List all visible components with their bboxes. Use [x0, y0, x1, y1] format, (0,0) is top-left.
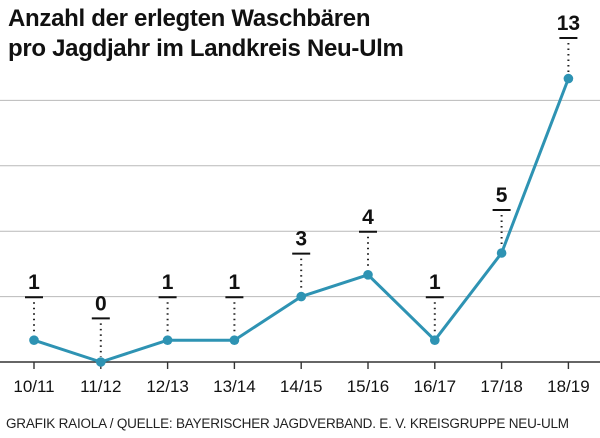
- data-point: [430, 335, 440, 346]
- data-point: [96, 357, 106, 367]
- data-label: 0: [95, 292, 107, 315]
- data-point: [563, 73, 574, 84]
- data-label: 3: [295, 228, 307, 251]
- series-line: [32, 77, 570, 364]
- grid-lines: [0, 99, 600, 298]
- x-tick-label: 14/15: [280, 377, 323, 396]
- x-tick-label: 12/13: [146, 377, 189, 396]
- x-tick-labels: 10/11 11/12 12/13 13/14 14/15 15/16 16/17 17/18…: [13, 377, 589, 396]
- data-point: [363, 270, 373, 280]
- x-tick-label: 15/16: [347, 377, 390, 396]
- chart-title-line-2: pro Jagdjahr im Landkreis Neu-Ulm: [8, 35, 404, 62]
- x-tick-label: 10/11: [13, 377, 54, 396]
- x-tick-label: 17/18: [480, 377, 523, 396]
- x-tick-label: 13/14: [213, 377, 256, 396]
- data-label: 4: [362, 206, 374, 229]
- x-tick-label: 16/17: [414, 377, 457, 396]
- data-point: [296, 291, 307, 302]
- data-point: [162, 335, 173, 346]
- data-point: [229, 335, 240, 346]
- x-tick-label: 18/19: [547, 377, 590, 396]
- data-label: 1: [162, 271, 174, 294]
- data-label: 5: [496, 184, 508, 207]
- data-label: 13: [557, 12, 580, 35]
- chart-title: Anzahl der erlegten Waschbären pro Jagdj…: [8, 4, 478, 64]
- data-label: 1: [28, 271, 40, 294]
- data-point: [29, 335, 39, 346]
- data-label: 1: [229, 271, 241, 294]
- value-connectors: [25, 37, 578, 357]
- series-line-group: [32, 77, 570, 364]
- x-axis: [0, 361, 600, 369]
- data-point: [496, 248, 507, 258]
- data-points: [29, 73, 574, 367]
- chart-title-line-1: Anzahl der erlegten Waschbären: [8, 5, 371, 32]
- x-tick-label: 11/12: [80, 377, 121, 396]
- data-label: 1: [429, 271, 441, 294]
- source-note: GRAFIK RAIOLA / QUELLE: BAYERISCHER JAGD…: [6, 416, 569, 431]
